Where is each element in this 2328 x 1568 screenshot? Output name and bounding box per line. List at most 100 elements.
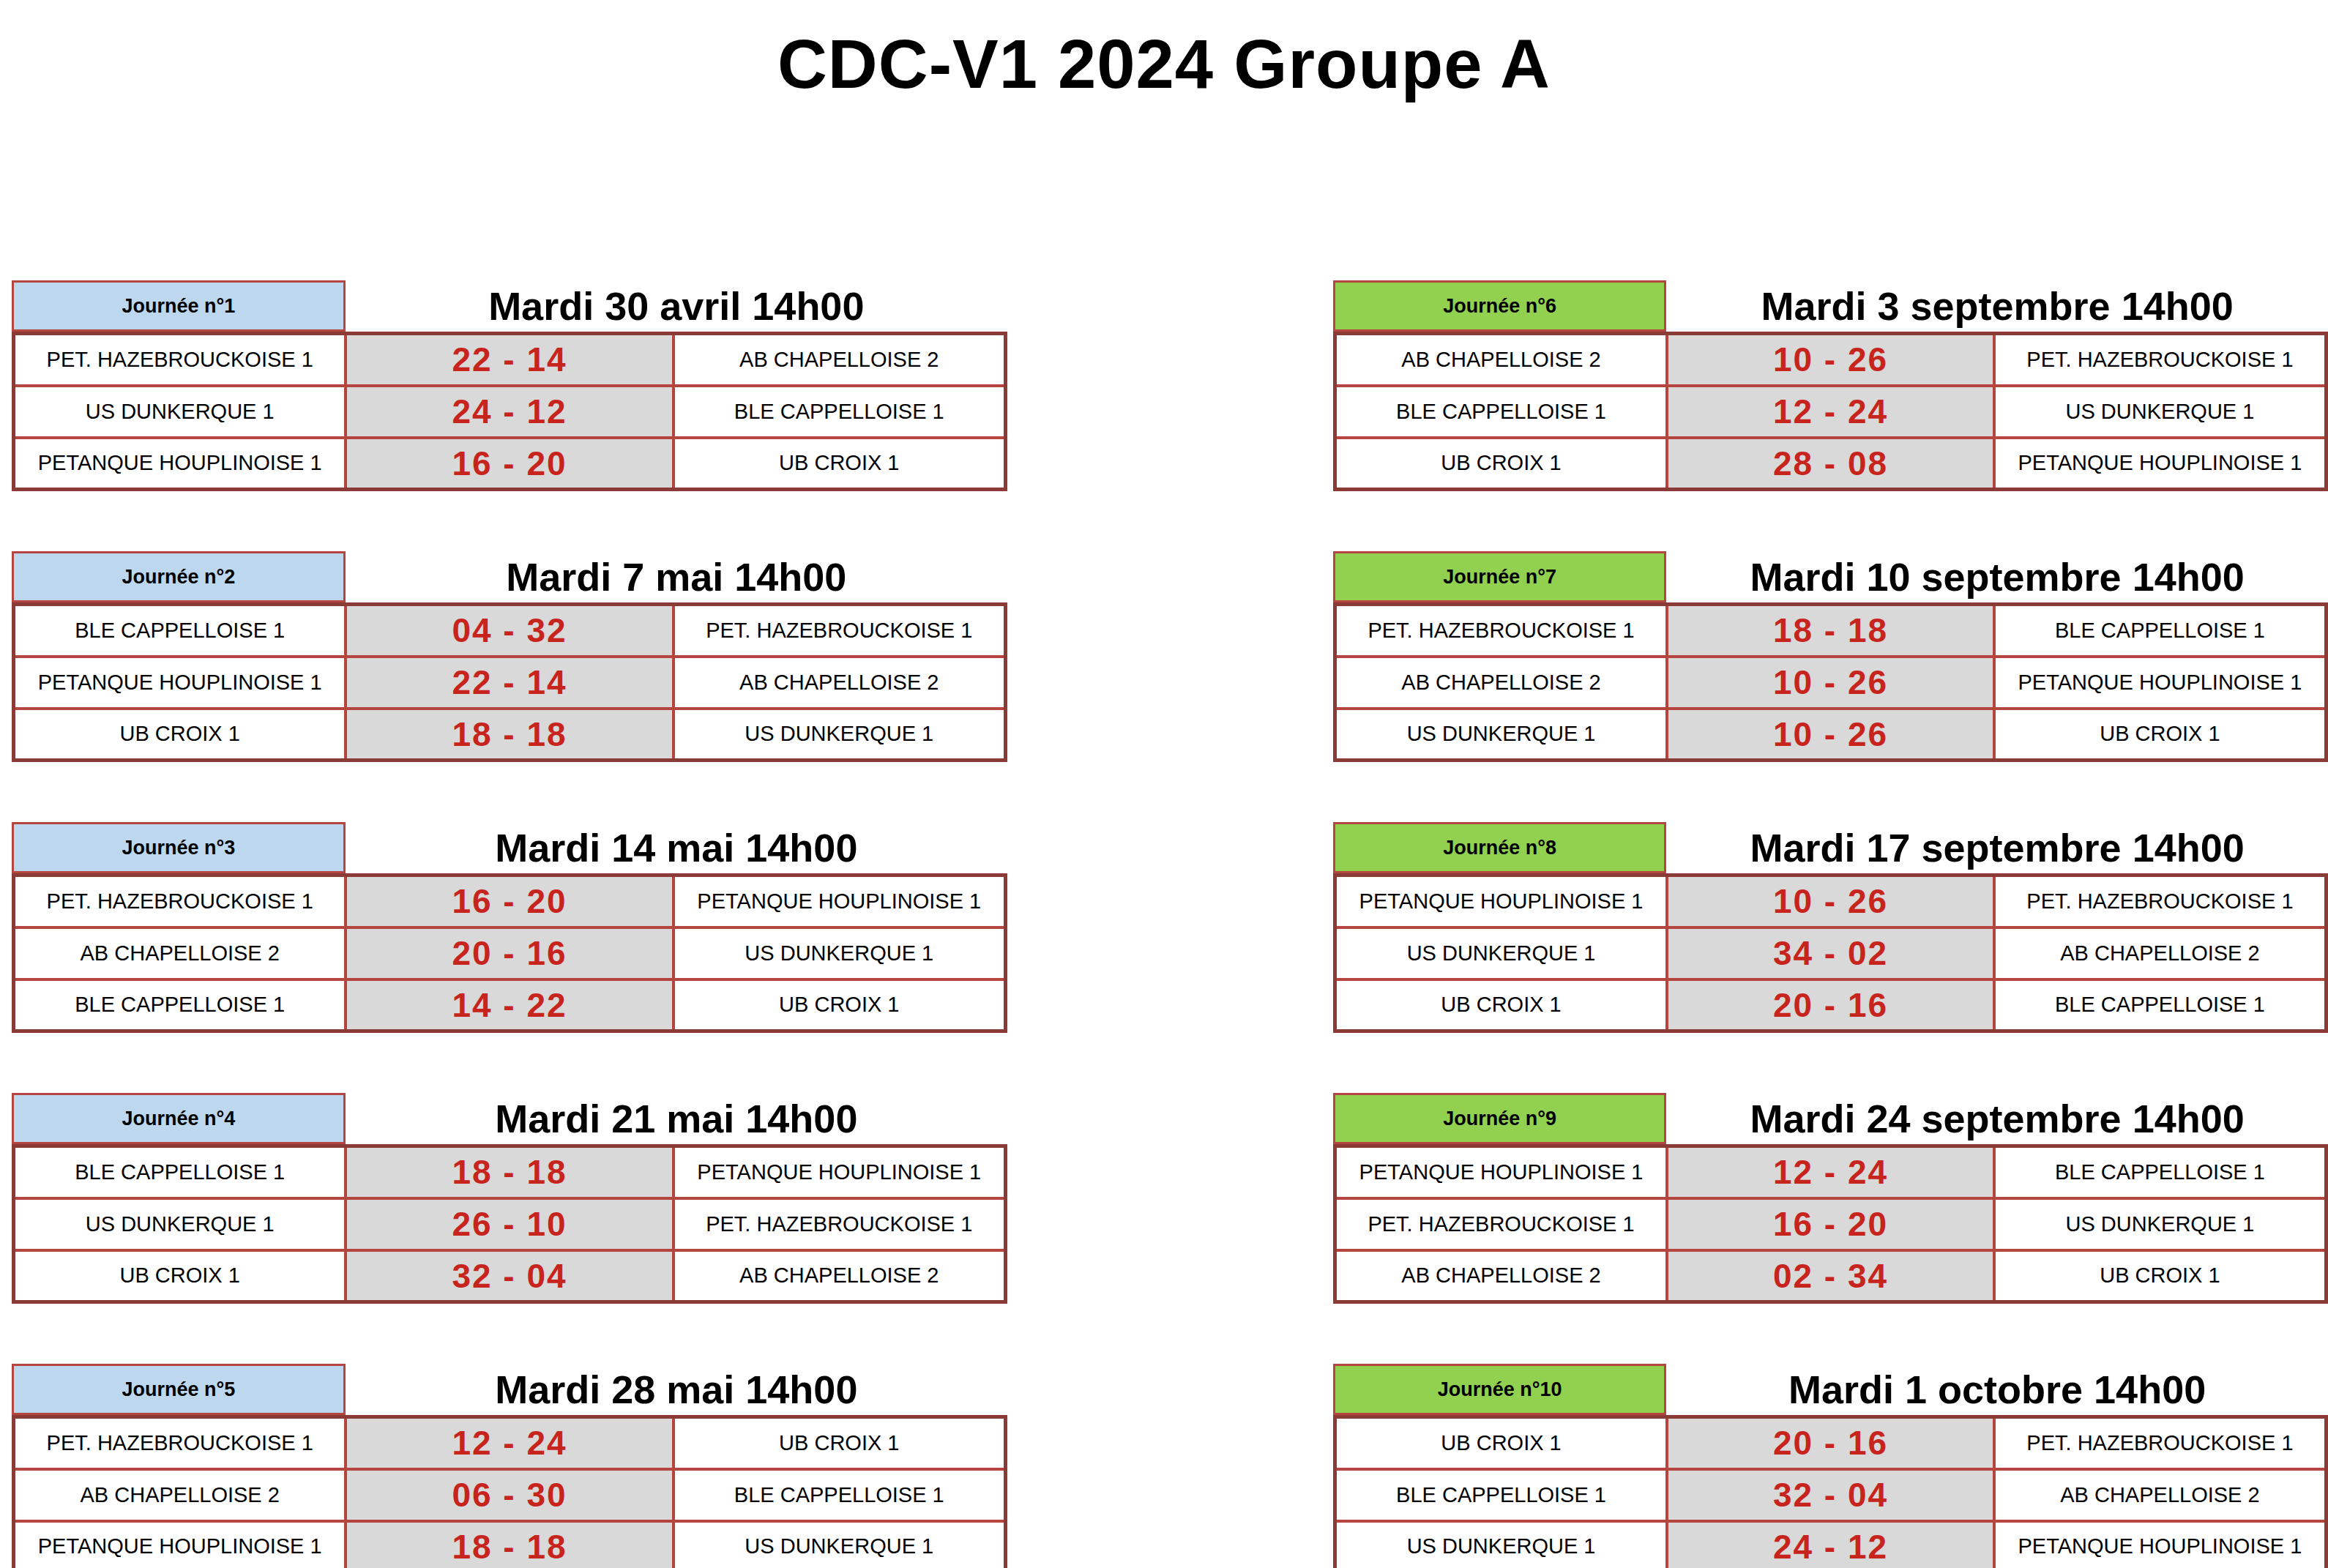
home-team-cell: PET. HAZEBROUCKOISE 1 xyxy=(14,1417,346,1469)
match-row: AB CHAPELLOISE 2 02 - 34 UB CROIX 1 xyxy=(1335,1250,2327,1302)
home-team-cell: US DUNKERQUE 1 xyxy=(1335,927,1668,979)
score-cell: 32 - 04 xyxy=(1667,1469,1994,1521)
score-cell: 20 - 16 xyxy=(1667,979,1994,1031)
matchday-date: Mardi 3 septembre 14h00 xyxy=(1666,280,2328,332)
home-team-cell: BLE CAPPELLOISE 1 xyxy=(1335,1469,1668,1521)
home-team-cell: UB CROIX 1 xyxy=(1335,1417,1668,1469)
journee-block-2: Journée n°2 Mardi 7 mai 14h00 BLE CAPPEL… xyxy=(12,551,1007,766)
score-cell: 16 - 20 xyxy=(1667,1198,1994,1250)
journee-block-6: Journée n°6 Mardi 3 septembre 14h00 AB C… xyxy=(1333,280,2328,496)
away-team-cell: PETANQUE HOUPLINOISE 1 xyxy=(674,1146,1006,1198)
match-row: UB CROIX 1 18 - 18 US DUNKERQUE 1 xyxy=(14,709,1006,761)
home-team-cell: BLE CAPPELLOISE 1 xyxy=(14,605,346,657)
journee-label: Journée n°5 xyxy=(12,1364,346,1415)
score-cell: 32 - 04 xyxy=(346,1250,673,1302)
score-cell: 12 - 24 xyxy=(346,1417,673,1469)
home-team-cell: AB CHAPELLOISE 2 xyxy=(14,1469,346,1521)
away-team-cell: US DUNKERQUE 1 xyxy=(1994,386,2327,438)
matchday-date: Mardi 7 mai 14h00 xyxy=(346,551,1007,602)
away-team-cell: PET. HAZEBROUCKOISE 1 xyxy=(1994,876,2327,927)
journee-label: Journée n°4 xyxy=(12,1093,346,1144)
matches-table: PET. HAZEBROUCKOISE 1 16 - 20 PETANQUE H… xyxy=(12,873,1007,1033)
home-team-cell: BLE CAPPELLOISE 1 xyxy=(1335,386,1668,438)
score-cell: 18 - 18 xyxy=(1667,605,1994,657)
home-team-cell: BLE CAPPELLOISE 1 xyxy=(14,1146,346,1198)
matchday-date: Mardi 10 septembre 14h00 xyxy=(1666,551,2328,602)
match-row: BLE CAPPELLOISE 1 32 - 04 AB CHAPELLOISE… xyxy=(1335,1469,2327,1521)
matches-table: PET. HAZEBROUCKOISE 1 22 - 14 AB CHAPELL… xyxy=(12,332,1007,491)
score-cell: 22 - 14 xyxy=(346,657,673,709)
match-row: US DUNKERQUE 1 10 - 26 UB CROIX 1 xyxy=(1335,709,2327,761)
match-row: BLE CAPPELLOISE 1 18 - 18 PETANQUE HOUPL… xyxy=(14,1146,1006,1198)
home-team-cell: PET. HAZEBROUCKOISE 1 xyxy=(1335,1198,1668,1250)
home-team-cell: US DUNKERQUE 1 xyxy=(14,386,346,438)
match-row: PETANQUE HOUPLINOISE 1 10 - 26 PET. HAZE… xyxy=(1335,876,2327,927)
score-cell: 06 - 30 xyxy=(346,1469,673,1521)
away-team-cell: PET. HAZEBROUCKOISE 1 xyxy=(674,605,1006,657)
journee-block-9: Journée n°9 Mardi 24 septembre 14h00 PET… xyxy=(1333,1093,2328,1308)
away-team-cell: BLE CAPPELLOISE 1 xyxy=(1994,979,2327,1031)
match-row: UB CROIX 1 20 - 16 BLE CAPPELLOISE 1 xyxy=(1335,979,2327,1031)
journee-label: Journée n°9 xyxy=(1333,1093,1666,1144)
home-team-cell: UB CROIX 1 xyxy=(1335,979,1668,1031)
journee-label: Journée n°8 xyxy=(1333,822,1666,873)
journee-block-7: Journée n°7 Mardi 10 septembre 14h00 PET… xyxy=(1333,551,2328,766)
journee-label: Journée n°7 xyxy=(1333,551,1666,602)
matchday-date: Mardi 17 septembre 14h00 xyxy=(1666,822,2328,873)
score-cell: 24 - 12 xyxy=(1667,1521,1994,1568)
matchday-date: Mardi 21 mai 14h00 xyxy=(346,1093,1007,1144)
home-team-cell: AB CHAPELLOISE 2 xyxy=(1335,1250,1668,1302)
away-team-cell: AB CHAPELLOISE 2 xyxy=(1994,1469,2327,1521)
away-team-cell: BLE CAPPELLOISE 1 xyxy=(1994,1146,2327,1198)
match-row: PETANQUE HOUPLINOISE 1 22 - 14 AB CHAPEL… xyxy=(14,657,1006,709)
match-row: PET. HAZEBROUCKOISE 1 18 - 18 BLE CAPPEL… xyxy=(1335,605,2327,657)
match-row: BLE CAPPELLOISE 1 04 - 32 PET. HAZEBROUC… xyxy=(14,605,1006,657)
matches-table: PETANQUE HOUPLINOISE 1 10 - 26 PET. HAZE… xyxy=(1333,873,2328,1033)
away-team-cell: US DUNKERQUE 1 xyxy=(674,1521,1006,1568)
away-team-cell: UB CROIX 1 xyxy=(674,979,1006,1031)
match-row: PET. HAZEBROUCKOISE 1 16 - 20 PETANQUE H… xyxy=(14,876,1006,927)
match-row: PETANQUE HOUPLINOISE 1 12 - 24 BLE CAPPE… xyxy=(1335,1146,2327,1198)
home-team-cell: AB CHAPELLOISE 2 xyxy=(1335,334,1668,386)
match-row: US DUNKERQUE 1 24 - 12 BLE CAPPELLOISE 1 xyxy=(14,386,1006,438)
score-cell: 18 - 18 xyxy=(346,1146,673,1198)
away-team-cell: BLE CAPPELLOISE 1 xyxy=(674,1469,1006,1521)
home-team-cell: PETANQUE HOUPLINOISE 1 xyxy=(14,1521,346,1568)
home-team-cell: PET. HAZEBROUCKOISE 1 xyxy=(14,334,346,386)
away-team-cell: US DUNKERQUE 1 xyxy=(674,927,1006,979)
matches-table: BLE CAPPELLOISE 1 04 - 32 PET. HAZEBROUC… xyxy=(12,602,1007,762)
matches-table: PETANQUE HOUPLINOISE 1 12 - 24 BLE CAPPE… xyxy=(1333,1144,2328,1304)
match-row: AB CHAPELLOISE 2 10 - 26 PET. HAZEBROUCK… xyxy=(1335,334,2327,386)
page-title: CDC-V1 2024 Groupe A xyxy=(0,25,2328,104)
away-team-cell: US DUNKERQUE 1 xyxy=(674,709,1006,761)
score-cell: 10 - 26 xyxy=(1667,334,1994,386)
schedule-left-column: Journée n°1 Mardi 30 avril 14h00 PET. HA… xyxy=(12,280,1007,1568)
away-team-cell: BLE CAPPELLOISE 1 xyxy=(1994,605,2327,657)
away-team-cell: PET. HAZEBROUCKOISE 1 xyxy=(1994,334,2327,386)
home-team-cell: PETANQUE HOUPLINOISE 1 xyxy=(1335,876,1668,927)
away-team-cell: UB CROIX 1 xyxy=(1994,709,2327,761)
matches-table: PET. HAZEBROUCKOISE 1 12 - 24 UB CROIX 1… xyxy=(12,1415,1007,1568)
match-row: BLE CAPPELLOISE 1 12 - 24 US DUNKERQUE 1 xyxy=(1335,386,2327,438)
home-team-cell: UB CROIX 1 xyxy=(1335,438,1668,490)
match-row: AB CHAPELLOISE 2 20 - 16 US DUNKERQUE 1 xyxy=(14,927,1006,979)
home-team-cell: PET. HAZEBROUCKOISE 1 xyxy=(1335,605,1668,657)
matchday-date: Mardi 28 mai 14h00 xyxy=(346,1364,1007,1415)
matchday-date: Mardi 24 septembre 14h00 xyxy=(1666,1093,2328,1144)
home-team-cell: AB CHAPELLOISE 2 xyxy=(14,927,346,979)
away-team-cell: PET. HAZEBROUCKOISE 1 xyxy=(1994,1417,2327,1469)
journee-block-1: Journée n°1 Mardi 30 avril 14h00 PET. HA… xyxy=(12,280,1007,496)
away-team-cell: AB CHAPELLOISE 2 xyxy=(674,657,1006,709)
score-cell: 20 - 16 xyxy=(1667,1417,1994,1469)
score-cell: 04 - 32 xyxy=(346,605,673,657)
match-row: PETANQUE HOUPLINOISE 1 16 - 20 UB CROIX … xyxy=(14,438,1006,490)
away-team-cell: AB CHAPELLOISE 2 xyxy=(1994,927,2327,979)
match-row: AB CHAPELLOISE 2 06 - 30 BLE CAPPELLOISE… xyxy=(14,1469,1006,1521)
away-team-cell: AB CHAPELLOISE 2 xyxy=(674,334,1006,386)
home-team-cell: PETANQUE HOUPLINOISE 1 xyxy=(14,438,346,490)
away-team-cell: PETANQUE HOUPLINOISE 1 xyxy=(1994,1521,2327,1568)
match-row: PET. HAZEBROUCKOISE 1 12 - 24 UB CROIX 1 xyxy=(14,1417,1006,1469)
away-team-cell: PETANQUE HOUPLINOISE 1 xyxy=(1994,657,2327,709)
match-row: AB CHAPELLOISE 2 10 - 26 PETANQUE HOUPLI… xyxy=(1335,657,2327,709)
home-team-cell: US DUNKERQUE 1 xyxy=(1335,709,1668,761)
